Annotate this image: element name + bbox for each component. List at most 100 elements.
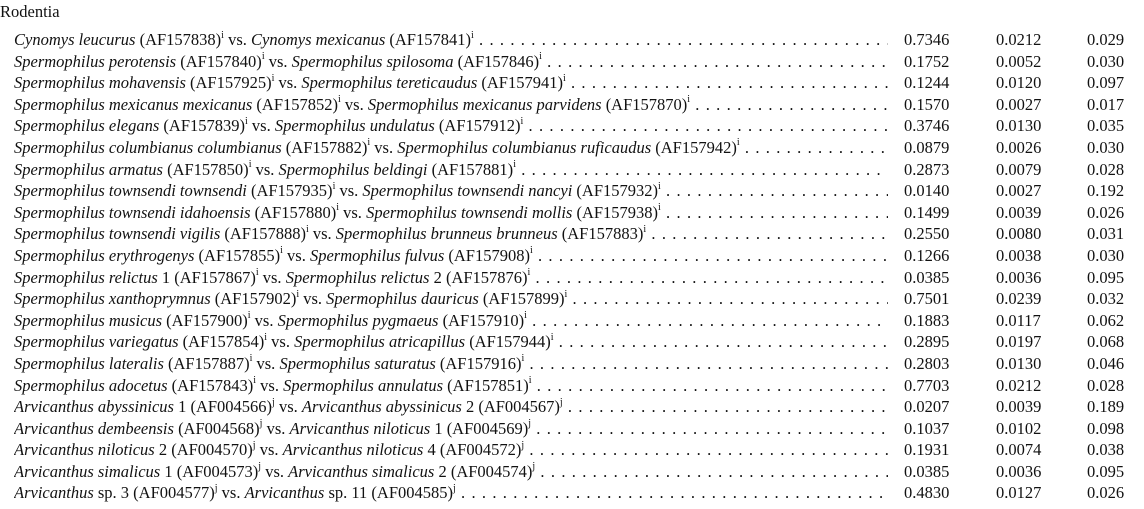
species-a-name: Arvicanthus dembeensis <box>14 418 174 438</box>
pair-description: Cynomys leucurus (AF157838)i vs. Cynomys… <box>14 29 888 51</box>
vs-connector: vs. <box>312 224 332 244</box>
species-a-footnote: i <box>245 115 248 127</box>
species-a-name: Arvicanthus niloticus <box>14 440 155 460</box>
pair-description: Spermophilus erythrogenys (AF157855)i vs… <box>14 245 888 267</box>
species-b-accession: (AF157908) <box>448 245 530 265</box>
value-col-2: 0.0080 <box>996 224 1042 244</box>
value-col-2: 0.0039 <box>996 202 1042 222</box>
value-col-3: 0.030 <box>1087 137 1125 157</box>
pair-description: Spermophilus townsendi townsendi (AF1579… <box>14 180 888 202</box>
value-col-1: 0.1570 <box>904 94 950 114</box>
vs-connector: vs. <box>268 51 288 71</box>
species-a-accession: (AF004566) <box>190 397 273 417</box>
table-row: Spermophilus mexicanus mexicanus (AF1578… <box>0 94 1144 116</box>
species-b-footnote: i <box>520 115 524 127</box>
vs-connector: vs. <box>265 461 284 481</box>
vs-connector: vs. <box>343 202 362 222</box>
species-b-suffix: 2 <box>461 397 475 417</box>
species-a-footnote: j <box>214 482 218 494</box>
species-b-accession: (AF157870) <box>605 94 688 114</box>
species-a-accession: (AF157843) <box>171 375 254 395</box>
species-a-name: Spermophilus adocetus <box>14 375 168 395</box>
value-col-3: 0.095 <box>1087 267 1125 287</box>
value-col-3: 0.098 <box>1087 418 1125 438</box>
species-a-name: Spermophilus relictus <box>14 267 158 287</box>
value-col-1: 0.2895 <box>904 332 950 352</box>
species-a-accession: (AF004577) <box>133 483 215 503</box>
species-a-suffix: 1 <box>160 461 173 481</box>
species-a-name: Spermophilus townsendi townsendi <box>14 181 247 201</box>
vs-connector: vs. <box>221 483 241 503</box>
vs-connector: vs. <box>287 245 306 265</box>
value-col-1: 0.1752 <box>904 51 950 71</box>
value-col-2: 0.0027 <box>996 94 1042 114</box>
species-b-name: Spermophilus saturatus <box>279 353 436 373</box>
value-col-3: 0.030 <box>1087 245 1125 265</box>
value-col-1: 0.0140 <box>904 181 950 201</box>
species-a-footnote: i <box>280 245 283 257</box>
vs-connector: vs. <box>254 310 274 330</box>
value-col-2: 0.0120 <box>996 73 1042 93</box>
species-b-footnote: j <box>528 418 532 430</box>
leader-dots: . . . . . . . . . . . . . . . . . . . . … <box>744 137 888 157</box>
table-row: Spermophilus xanthoprymnus (AF157902)i v… <box>0 288 1144 310</box>
species-b-accession: (AF004567) <box>478 397 560 417</box>
pair-description: Spermophilus adocetus (AF157843)i vs. Sp… <box>14 375 888 397</box>
value-col-3: 0.189 <box>1087 397 1125 417</box>
pair-description: Spermophilus mohavensis (AF157925)i vs. … <box>14 72 888 94</box>
species-a-accession: (AF004573) <box>176 461 259 481</box>
species-a-accession: (AF157850) <box>167 159 249 179</box>
value-col-1: 0.2873 <box>904 159 950 179</box>
species-a-footnote: i <box>248 159 252 171</box>
pair-description: Spermophilus perotensis (AF157840)i vs. … <box>14 51 888 73</box>
leader-dots: . . . . . . . . . . . . . . . . . . . . … <box>666 202 888 222</box>
species-a-accession: (AF157880) <box>254 202 337 222</box>
species-a-name: Spermophilus townsendi idahoensis <box>14 202 251 222</box>
species-a-footnote: i <box>253 375 257 386</box>
species-b-footnote: i <box>658 202 661 214</box>
leader-dots: . . . . . . . . . . . . . . . . . . . . … <box>528 116 888 136</box>
species-a-accession: (AF004568) <box>178 418 260 438</box>
pair-description: Spermophilus townsendi vigilis (AF157888… <box>14 223 888 245</box>
table-row: Spermophilus adocetus (AF157843)i vs. Sp… <box>0 375 1144 397</box>
leader-dots: . . . . . . . . . . . . . . . . . . . . … <box>529 440 888 460</box>
table-row: Spermophilus variegatus (AF157854)i vs. … <box>0 331 1144 353</box>
vs-connector: vs. <box>278 73 298 93</box>
leader-dots: . . . . . . . . . . . . . . . . . . . . … <box>536 418 888 438</box>
species-a-name: Spermophilus mexicanus mexicanus <box>14 94 253 114</box>
species-b-accession: (AF157912) <box>438 116 521 136</box>
value-col-2: 0.0239 <box>996 289 1042 309</box>
species-b-accession: (AF157942) <box>655 137 737 157</box>
species-b-accession: (AF004574) <box>450 461 533 481</box>
leader-dots: . . . . . . . . . . . . . . . . . . . . … <box>558 332 888 352</box>
vs-connector: vs. <box>271 332 290 352</box>
leader-dots: . . . . . . . . . . . . . . . . . . . . … <box>529 353 888 373</box>
species-b-footnote: j <box>453 482 456 494</box>
species-b-name: Spermophilus pygmaeus <box>277 310 439 330</box>
pair-description: Spermophilus musicus (AF157900)i vs. Spe… <box>14 310 888 332</box>
value-col-2: 0.0130 <box>996 353 1042 373</box>
pair-description: Spermophilus armatus (AF157850)i vs. Spe… <box>14 159 888 181</box>
species-a-name: Spermophilus armatus <box>14 159 163 179</box>
species-b-name: Spermophilus fulvus <box>309 245 445 265</box>
species-a-footnote: i <box>305 223 309 235</box>
value-col-1: 0.7346 <box>904 30 950 49</box>
value-col-3: 0.030 <box>1087 51 1125 71</box>
species-a-name: Spermophilus mohavensis <box>14 73 186 93</box>
species-b-footnote: i <box>529 245 533 257</box>
species-b-name: Spermophilus townsendi nancyi <box>362 181 573 201</box>
species-b-accession: (AF157841) <box>389 30 471 49</box>
species-a-footnote: i <box>271 72 275 84</box>
pair-description: Spermophilus elegans (AF157839)i vs. Spe… <box>14 115 888 137</box>
value-col-1: 0.3746 <box>904 116 950 136</box>
species-a-suffix: 1 <box>157 267 171 287</box>
species-a-accession: (AF157840) <box>180 51 262 71</box>
species-b-name: Spermophilus undulatus <box>274 116 435 136</box>
species-a-suffix: 2 <box>154 440 168 460</box>
species-a-suffix: sp. 3 <box>93 483 130 503</box>
species-b-footnote: i <box>528 375 532 386</box>
leader-dots: . . . . . . . . . . . . . . . . . . . . … <box>570 73 888 93</box>
table-row: Spermophilus townsendi townsendi (AF1579… <box>0 180 1144 202</box>
vs-connector: vs. <box>251 116 271 136</box>
value-col-3: 0.028 <box>1087 159 1125 179</box>
